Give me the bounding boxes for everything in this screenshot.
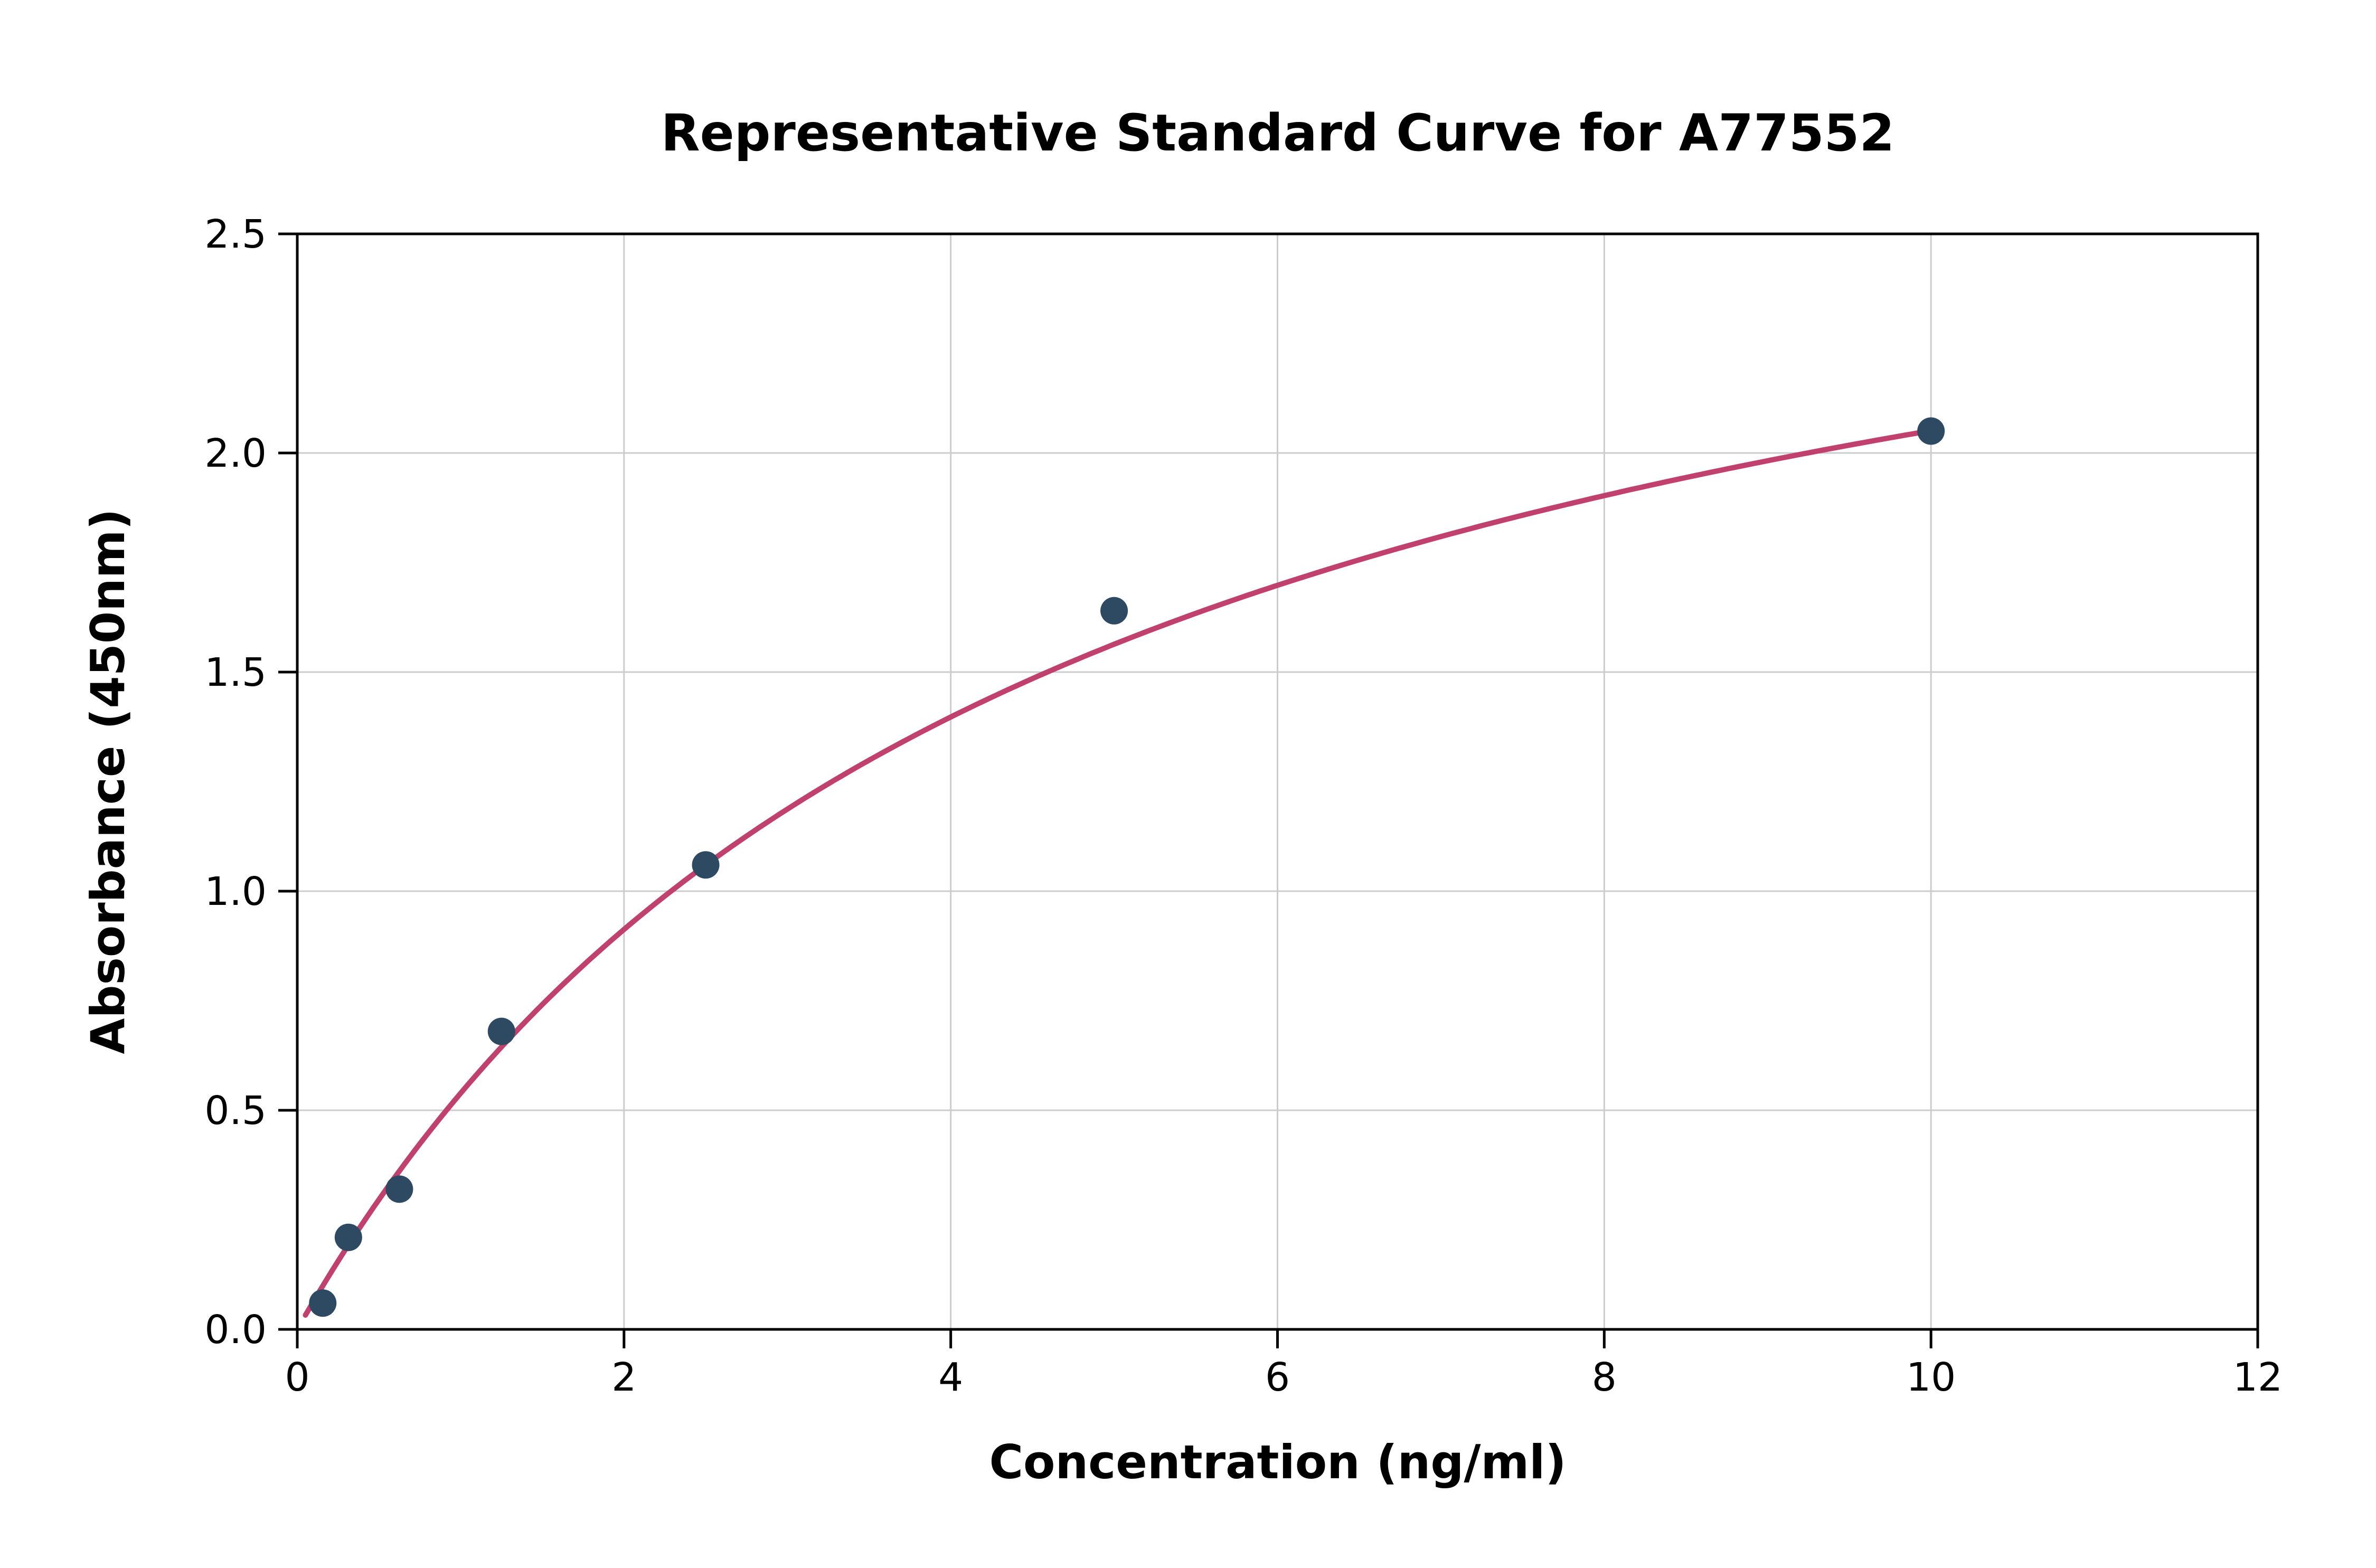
x-tick-label: 12 bbox=[2233, 1355, 2283, 1400]
y-tick-label: 0.0 bbox=[204, 1307, 267, 1353]
chart-title: Representative Standard Curve for A77552 bbox=[661, 103, 1895, 163]
x-tick-label: 10 bbox=[1906, 1355, 1956, 1400]
y-axis-label: Absorbance (450nm) bbox=[81, 508, 135, 1054]
data-points bbox=[309, 417, 1945, 1317]
y-tick-label: 0.5 bbox=[204, 1088, 267, 1134]
x-tick-label: 8 bbox=[1592, 1355, 1617, 1400]
data-point bbox=[334, 1223, 362, 1251]
y-tick-label: 2.0 bbox=[204, 431, 267, 476]
x-tick-label: 6 bbox=[1265, 1355, 1290, 1400]
fit-curve bbox=[303, 428, 1934, 1318]
data-point bbox=[1917, 417, 1945, 445]
gridlines bbox=[296, 233, 2259, 1330]
y-tick-label: 2.5 bbox=[204, 212, 267, 257]
x-tick-label: 2 bbox=[611, 1355, 636, 1400]
y-tick-label: 1.5 bbox=[204, 650, 267, 695]
data-point bbox=[487, 1017, 515, 1045]
data-point bbox=[692, 851, 720, 879]
data-point bbox=[309, 1289, 337, 1317]
y-tick-label: 1.0 bbox=[204, 869, 267, 914]
standard-curve-line bbox=[303, 428, 1934, 1318]
data-point bbox=[1100, 597, 1128, 625]
x-tick-label: 4 bbox=[938, 1355, 963, 1400]
tick-labels: 0 2 4 6 8 10 12 0.0 0.5 1.0 1.5 2.0 2.5 bbox=[204, 212, 2283, 1400]
axis-ticks bbox=[278, 232, 2259, 1348]
x-tick-label: 0 bbox=[285, 1355, 309, 1400]
x-axis-label: Concentration (ng/ml) bbox=[989, 1435, 1566, 1489]
data-point bbox=[385, 1175, 413, 1203]
